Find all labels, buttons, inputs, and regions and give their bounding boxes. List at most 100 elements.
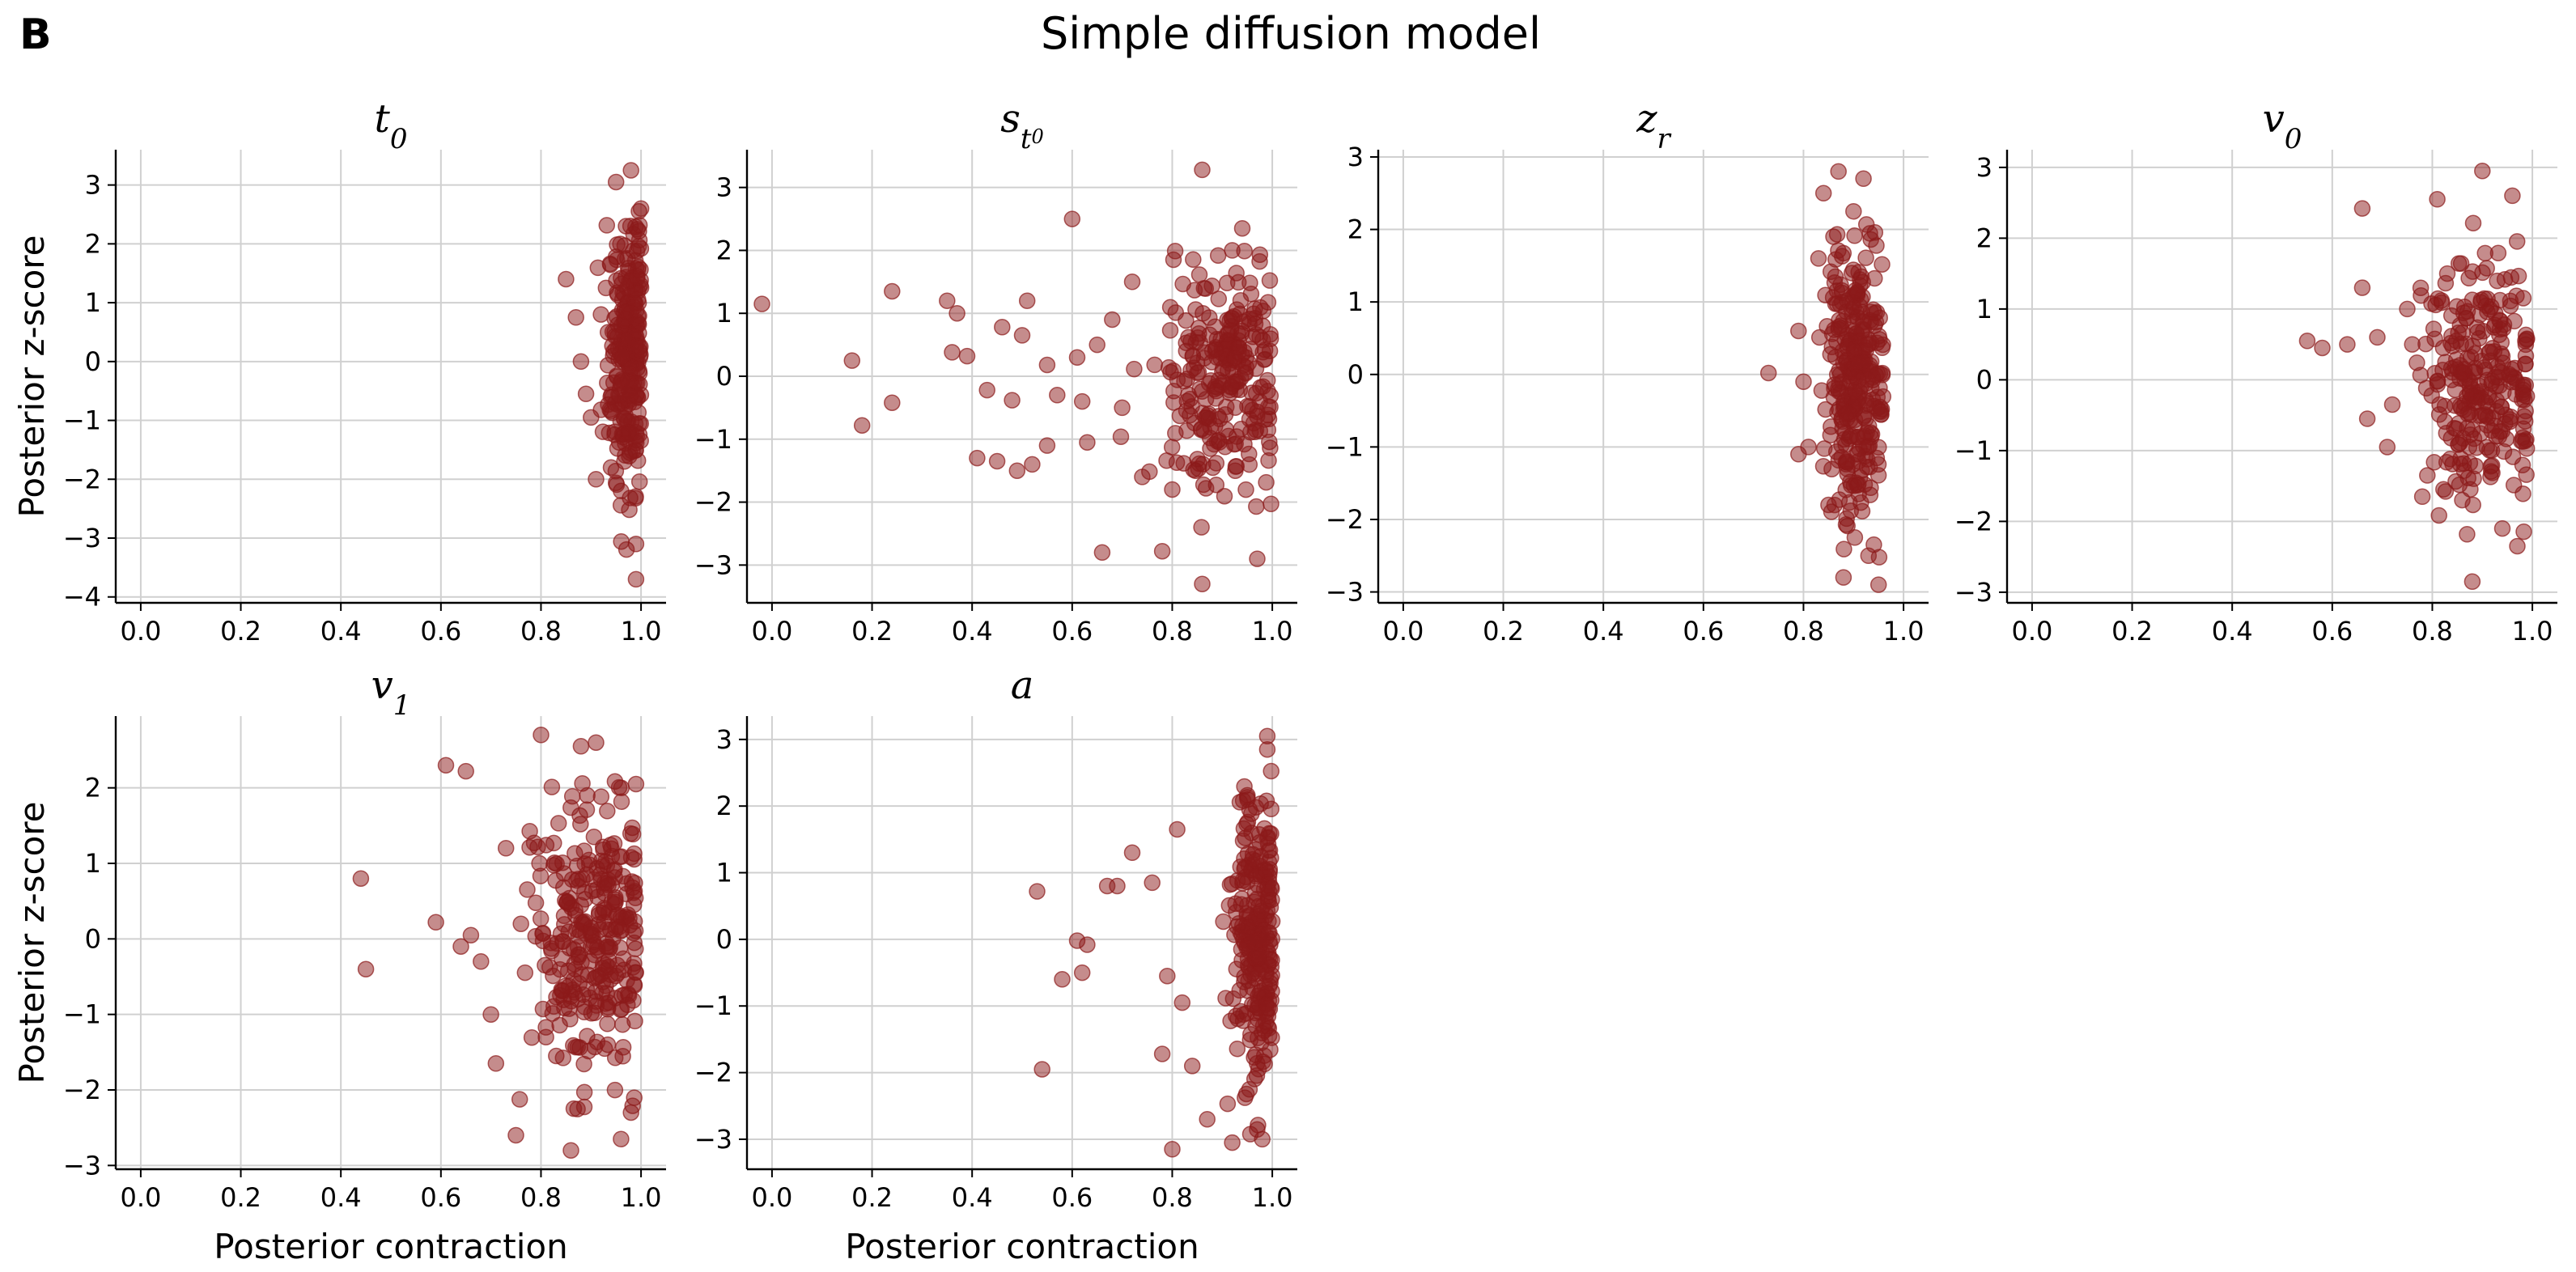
data-point: [607, 173, 625, 191]
y-axis-label: Posterior z-score: [12, 801, 52, 1083]
data-point: [1144, 874, 1161, 892]
data-point: [1827, 268, 1844, 286]
data-point: [1857, 392, 1874, 409]
y-tick-label: −2: [63, 1075, 101, 1105]
x-axis-label: Posterior contraction: [845, 1227, 1199, 1266]
data-point: [1173, 994, 1191, 1011]
data-point: [599, 1015, 616, 1032]
scatter-points: [558, 162, 650, 588]
data-point: [1258, 371, 1276, 389]
data-point: [599, 803, 616, 820]
x-tick-label: 0.0: [120, 1182, 161, 1213]
x-tick-label: 0.8: [520, 616, 562, 647]
data-point: [1231, 794, 1249, 811]
data-point: [558, 893, 576, 910]
data-point: [1263, 1029, 1280, 1046]
data-point: [1190, 266, 1208, 283]
x-tick-label: 0.2: [851, 616, 893, 647]
data-point: [1004, 392, 1021, 409]
data-point: [1759, 364, 1777, 382]
data-point: [1833, 282, 1851, 299]
data-point: [457, 762, 474, 780]
data-point: [2459, 303, 2476, 320]
data-point: [523, 1028, 541, 1046]
data-point: [1013, 327, 1031, 344]
data-point: [1845, 202, 1862, 220]
data-point: [2358, 410, 2376, 427]
data-point: [482, 1006, 499, 1023]
subplot-v1: 0.0 0.2 0.4 0.6 0.8 1.0 2 1 0 −1 −2 −3 v1 Posterior c…: [12, 663, 666, 1266]
data-point: [2508, 287, 2525, 304]
data-point: [521, 839, 538, 856]
data-point: [1843, 265, 1861, 282]
data-point: [613, 1130, 630, 1147]
data-point: [572, 738, 590, 755]
data-point: [1261, 977, 1278, 994]
data-point: [2464, 496, 2481, 514]
x-tick-label: 0.8: [1152, 616, 1193, 647]
subplot-title: st0: [1000, 96, 1044, 155]
data-point: [2298, 333, 2316, 350]
data-point: [1250, 826, 1268, 843]
data-point: [1250, 948, 1268, 965]
x-tick-label: 1.0: [1252, 1182, 1293, 1213]
data-point: [497, 840, 515, 857]
data-point: [1183, 1058, 1201, 1075]
y-tick-label: −1: [694, 990, 732, 1021]
data-point: [958, 347, 976, 365]
data-point: [1846, 227, 1863, 244]
data-point: [2434, 339, 2452, 357]
data-point: [2447, 420, 2465, 438]
data-point: [1018, 292, 1036, 309]
data-point: [534, 1000, 552, 1018]
data-point: [2489, 369, 2507, 386]
y-tick-label: −2: [694, 1058, 732, 1088]
x-tick-label: 0.6: [1051, 1182, 1093, 1213]
data-point: [988, 452, 1006, 470]
data-point: [2417, 335, 2434, 353]
data-point: [630, 231, 648, 249]
y-tick-label: −4: [63, 582, 101, 613]
data-point: [1227, 435, 1244, 452]
data-point: [606, 1081, 624, 1099]
data-point: [516, 964, 534, 982]
data-point: [572, 816, 589, 833]
data-point: [1215, 913, 1232, 931]
data-point: [969, 449, 986, 467]
x-tick-label: 0.8: [520, 1182, 562, 1213]
data-point: [2459, 526, 2476, 543]
data-point: [1109, 877, 1126, 895]
y-tick-label: 1: [85, 287, 101, 318]
data-point: [519, 881, 536, 898]
y-tick-label: −3: [1326, 577, 1364, 608]
scatter-points: [753, 161, 1280, 592]
x-tick-label: 0.2: [220, 616, 261, 647]
data-point: [2437, 274, 2455, 292]
data-point: [1079, 936, 1096, 953]
data-point: [1182, 333, 1199, 350]
data-point: [1165, 394, 1182, 411]
x-tick-label: 0.8: [2412, 616, 2453, 647]
data-point: [1835, 569, 1852, 586]
data-point: [2483, 442, 2501, 459]
y-tick-label: −3: [694, 549, 732, 580]
x-tick-label: 0.4: [320, 1182, 362, 1213]
data-point: [1869, 576, 1887, 593]
data-point: [2515, 523, 2532, 541]
x-tick-label: 0.2: [1483, 616, 1524, 647]
data-point: [1029, 883, 1046, 900]
data-point: [1237, 481, 1254, 498]
data-point: [1197, 480, 1215, 497]
data-point: [537, 837, 555, 854]
data-point: [1240, 918, 1257, 935]
data-point: [2517, 332, 2534, 350]
data-point: [532, 867, 550, 884]
data-point: [630, 338, 648, 356]
data-point: [2486, 316, 2503, 333]
data-point: [1194, 161, 1211, 179]
data-point: [613, 1015, 631, 1033]
data-point: [2517, 347, 2535, 365]
x-tick-label: 0.8: [1152, 1182, 1193, 1213]
data-point: [1218, 274, 1236, 291]
data-point: [2408, 354, 2425, 371]
